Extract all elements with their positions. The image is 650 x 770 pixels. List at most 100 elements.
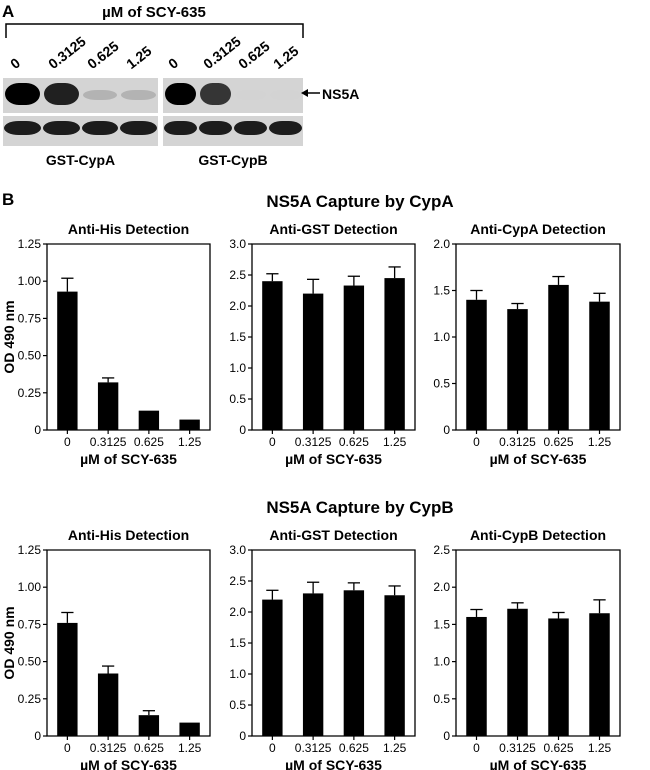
y-tick-label: 0.5 [229,698,246,712]
y-tick-label: 2.5 [229,268,246,282]
panel-b-letter: B [2,190,15,209]
blot-name-gst-cypb: GST-CypB [198,152,268,168]
bar [466,616,487,736]
bar [302,593,324,736]
x-tick-label: 0.625 [543,741,573,755]
bar [97,673,119,736]
x-tick-label: 0.625 [339,435,369,449]
loading-band [4,121,41,135]
loading-band [164,121,197,135]
ns5a-band-label: NS5A [322,86,360,102]
bar [57,291,78,430]
ns5a-band [270,90,301,100]
y-tick-label: 0.50 [18,655,42,669]
bar [384,278,405,430]
x-tick-label: 1.25 [383,435,407,449]
x-tick-label: 1.25 [383,741,407,755]
y-tick-label: 0 [34,423,41,437]
loading-band [199,121,232,135]
blot-header-bracket [5,23,304,38]
group-title-cypa: NS5A Capture by CypA [266,192,454,211]
x-axis-label: µM of SCY-635 [490,451,587,467]
y-tick-label: 2.0 [433,237,450,251]
ns5a-band [43,83,79,105]
blot-gst-cypb [163,78,303,146]
x-tick-label: 0.625 [134,435,164,449]
bar [262,281,283,430]
y-tick-label: 1.5 [433,284,450,298]
bar [262,599,283,736]
ns5a-band [82,90,118,100]
y-tick-label: 1.5 [229,636,246,650]
y-axis-label: OD 490 nm [1,300,17,373]
ns5a-band [5,83,40,105]
group-title-cypb: NS5A Capture by CypB [266,498,454,517]
y-tick-label: 0 [239,423,246,437]
x-axis-label: µM of SCY-635 [285,757,382,770]
x-tick-label: 0.625 [134,741,164,755]
x-axis-label: µM of SCY-635 [80,757,177,770]
x-tick-label: 0 [269,741,276,755]
y-tick-label: 2.0 [229,299,246,313]
x-tick-label: 0 [473,741,480,755]
y-tick-label: 1.0 [229,361,246,375]
y-tick-label: 0.75 [18,617,42,631]
blot-name-gst-cypa: GST-CypA [45,152,116,168]
y-tick-label: 0 [443,423,450,437]
x-tick-label: 0 [64,741,71,755]
blot-divider [163,113,303,116]
y-tick-label: 2.5 [433,543,450,557]
ns5a-band [121,90,156,100]
x-axis-label: µM of SCY-635 [80,451,177,467]
chart-title: Anti-GST Detection [269,221,397,237]
x-axis-label: µM of SCY-635 [490,757,587,770]
chart-title: Anti-GST Detection [269,527,397,543]
y-tick-label: 1.25 [18,543,42,557]
bar [343,285,365,430]
y-tick-label: 0.75 [18,311,42,325]
x-tick-label: 0.3125 [295,435,332,449]
y-tick-label: 0 [239,729,246,743]
bar [548,618,569,736]
x-tick-label: 1.25 [178,741,202,755]
x-tick-label: 0 [269,435,276,449]
loading-band [234,121,267,135]
bar [343,590,365,736]
y-tick-label: 3.0 [229,543,246,557]
y-tick-label: 0.25 [18,386,42,400]
ns5a-arrow-icon [301,89,320,97]
loading-band [269,121,302,135]
y-tick-label: 1.5 [433,617,450,631]
chart-frame [455,549,621,737]
y-tick-label: 0 [443,729,450,743]
loading-band [42,121,80,135]
x-tick-label: 1.25 [588,435,612,449]
x-tick-label: 0.3125 [90,741,127,755]
bar [97,382,119,430]
ns5a-band [165,83,196,105]
blot-concentration-header: µM of SCY-635 [102,4,206,21]
y-tick-label: 0.5 [229,392,246,406]
panel-a-letter: A [2,2,15,21]
bar [302,293,324,430]
x-tick-label: 0.625 [339,741,369,755]
y-tick-label: 1.0 [433,655,450,669]
x-tick-label: 1.25 [588,741,612,755]
y-tick-label: 2.0 [433,580,450,594]
x-tick-label: 0.625 [543,435,573,449]
chart-frame [455,243,621,431]
chart-frame [46,243,211,431]
chart-frame [46,549,211,737]
loading-band [81,121,119,135]
x-tick-label: 0 [64,435,71,449]
y-tick-label: 1.25 [18,237,42,251]
y-tick-label: 3.0 [229,237,246,251]
y-tick-label: 1.0 [433,330,450,344]
bar [548,284,569,430]
y-tick-label: 0.25 [18,692,42,706]
bar [57,622,78,736]
x-tick-label: 1.25 [178,435,202,449]
bar [589,301,610,430]
x-tick-label: 0.3125 [295,741,332,755]
y-tick-label: 1.5 [229,330,246,344]
